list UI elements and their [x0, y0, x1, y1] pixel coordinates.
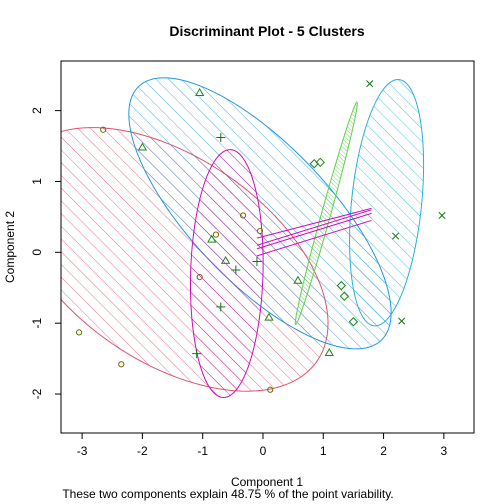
cluster-4-ellipse: [294, 101, 358, 326]
cluster-2-point: [137, 142, 148, 151]
cluster-link-line: [256, 207, 372, 239]
cluster-2-point: [220, 255, 231, 264]
cluster-3-ellipse: [349, 79, 425, 327]
y-tick-label: 0: [30, 249, 44, 256]
x-tick-label: 0: [260, 444, 267, 458]
cluster-3-point: [438, 211, 446, 220]
cluster-link-line: [256, 212, 372, 250]
x-axis: -3 -2 -1 0 1 2 3: [77, 432, 448, 458]
cluster-4-point: [348, 317, 359, 327]
x-tick-label: -2: [137, 444, 148, 458]
plot-area: [61, 77, 446, 399]
cluster-2-point: [324, 347, 334, 357]
variability-footnote: These two components explain 48.75 % of …: [62, 487, 393, 501]
cluster-2-point: [264, 312, 274, 321]
cluster-link-line: [256, 209, 372, 246]
x-tick-label: -1: [197, 444, 208, 458]
cluster-1-point: [267, 386, 274, 393]
x-tick-label: -3: [77, 444, 88, 458]
cluster-5-point: [216, 302, 226, 312]
y-tick-label: -2: [30, 388, 44, 399]
x-tick-label: 2: [380, 444, 387, 458]
chart-title: Discriminant Plot - 5 Clusters: [169, 23, 364, 39]
cluster-2-point: [207, 234, 217, 243]
cluster-5-point: [252, 257, 262, 267]
cluster-1-point: [196, 274, 203, 281]
cluster-4-point: [339, 291, 350, 301]
cluster-1-point: [118, 361, 125, 368]
cluster-1-point: [212, 231, 220, 238]
cluster-4-point: [315, 157, 325, 168]
cluster-1-point: [256, 227, 264, 235]
y-tick-label: 2: [30, 107, 44, 114]
x-tick-label: 1: [320, 444, 327, 458]
cluster-5-point: [216, 133, 226, 143]
cluster-5-point: [192, 349, 202, 359]
cluster-5-point: [231, 265, 241, 275]
cluster-4-point: [336, 280, 347, 291]
cluster-2-point: [195, 87, 205, 96]
cluster-1-point: [75, 329, 83, 336]
y-tick-label: 1: [30, 178, 44, 185]
cluster-1-point: [100, 126, 107, 133]
cluster-link-line: [256, 219, 372, 257]
cluster-2-point: [293, 275, 303, 284]
y-axis-label: Component 2: [3, 211, 17, 283]
cluster-1-point: [239, 212, 247, 219]
cluster-3-point: [398, 317, 406, 325]
x-tick-label: 3: [441, 444, 448, 458]
cluster-3-point: [392, 232, 400, 240]
y-axis: -2 -1 0 1 2: [30, 107, 62, 399]
y-tick-label: -1: [30, 318, 44, 329]
x-axis-label: Component 1: [231, 475, 303, 489]
cluster-5-ellipse: [189, 149, 264, 399]
cluster-3-point: [366, 80, 374, 88]
